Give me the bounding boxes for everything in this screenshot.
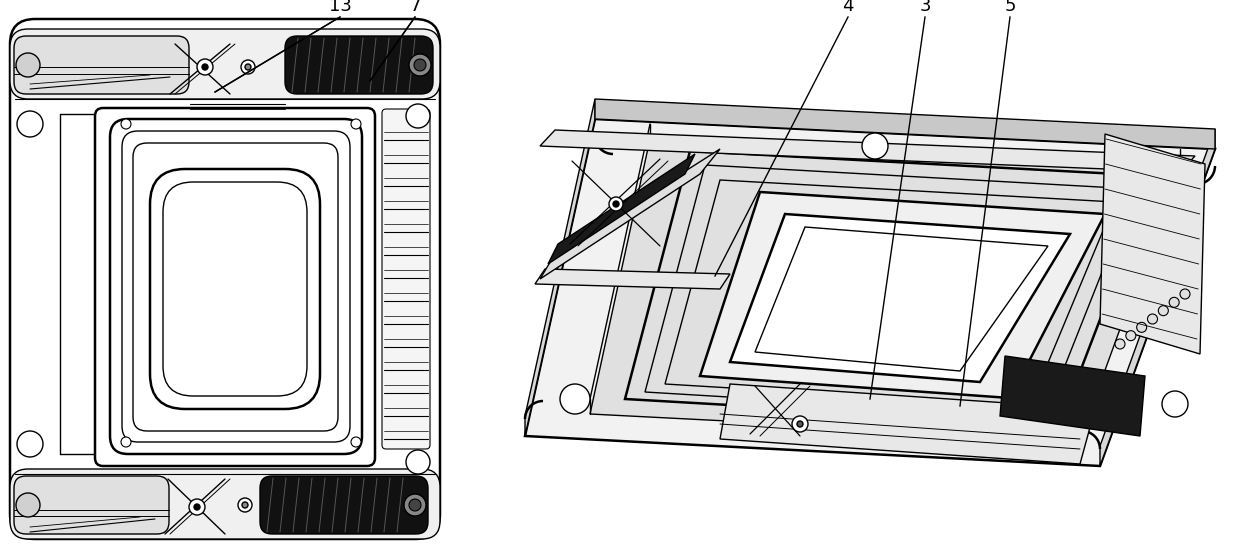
Circle shape — [613, 201, 620, 207]
FancyBboxPatch shape — [10, 19, 440, 539]
Circle shape — [242, 60, 255, 74]
Circle shape — [245, 64, 252, 70]
Circle shape — [238, 498, 252, 512]
Circle shape — [121, 119, 131, 129]
Polygon shape — [1000, 356, 1145, 436]
Circle shape — [351, 119, 361, 129]
FancyBboxPatch shape — [95, 108, 375, 466]
Circle shape — [1147, 314, 1157, 324]
Text: 5: 5 — [1005, 0, 1016, 15]
Circle shape — [16, 53, 40, 77]
Polygon shape — [540, 130, 1194, 172]
Circle shape — [190, 499, 204, 515]
Circle shape — [1170, 297, 1180, 307]
Circle shape — [16, 493, 40, 517]
Circle shape — [797, 421, 803, 427]
Polygon shape — [730, 214, 1070, 382]
Circle shape — [121, 437, 131, 447]
FancyBboxPatch shape — [10, 29, 440, 99]
Circle shape — [560, 384, 590, 414]
Polygon shape — [720, 384, 1095, 464]
Circle shape — [1180, 289, 1189, 299]
Circle shape — [409, 54, 431, 76]
Circle shape — [862, 133, 888, 159]
Circle shape — [838, 421, 864, 447]
Polygon shape — [525, 119, 1215, 466]
Polygon shape — [525, 99, 595, 436]
Text: 3: 3 — [919, 0, 930, 15]
Circle shape — [404, 494, 426, 516]
Circle shape — [197, 59, 213, 75]
Circle shape — [17, 431, 43, 457]
Polygon shape — [700, 192, 1105, 398]
FancyBboxPatch shape — [382, 109, 430, 449]
Circle shape — [202, 64, 208, 70]
Circle shape — [1158, 306, 1168, 316]
Circle shape — [406, 450, 430, 474]
Text: 7: 7 — [409, 0, 421, 15]
Circle shape — [406, 104, 430, 128]
Circle shape — [195, 504, 199, 510]
Circle shape — [1136, 322, 1146, 332]
Text: 4: 4 — [843, 0, 854, 15]
Polygon shape — [1100, 134, 1206, 354]
Polygon shape — [548, 154, 695, 264]
Polygon shape — [540, 149, 720, 279]
FancyBboxPatch shape — [285, 36, 432, 94]
Polygon shape — [535, 269, 730, 289]
FancyBboxPatch shape — [260, 476, 427, 534]
Text: 13: 13 — [328, 0, 352, 15]
Polygon shape — [590, 139, 1180, 439]
Circle shape — [17, 111, 43, 137]
Circle shape — [351, 437, 361, 447]
Circle shape — [414, 59, 426, 71]
Polygon shape — [595, 99, 1215, 149]
Circle shape — [1126, 331, 1136, 341]
FancyBboxPatch shape — [14, 476, 169, 534]
FancyBboxPatch shape — [10, 469, 440, 539]
Circle shape — [242, 502, 248, 508]
Circle shape — [1115, 339, 1125, 349]
Circle shape — [792, 416, 808, 432]
FancyBboxPatch shape — [14, 36, 190, 94]
Circle shape — [610, 197, 623, 211]
Circle shape — [1162, 391, 1188, 417]
Polygon shape — [1100, 129, 1215, 466]
FancyBboxPatch shape — [150, 169, 320, 409]
Circle shape — [409, 499, 421, 511]
